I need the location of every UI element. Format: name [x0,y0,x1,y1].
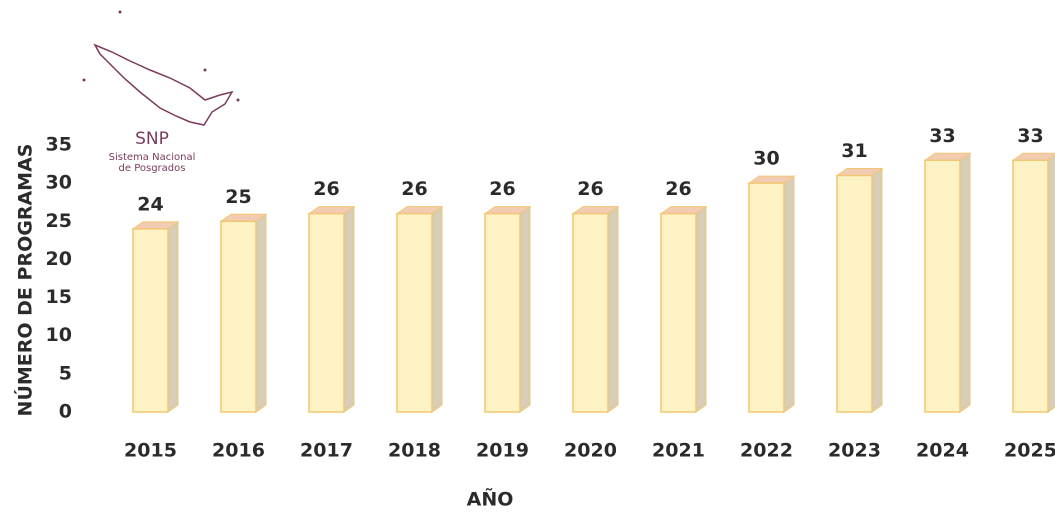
x-tick-label: 2024 [916,440,969,462]
x-tick-label: 2018 [388,440,441,462]
data-label: 33 [929,125,955,147]
logo-subtitle: Sistema Nacional [109,152,196,163]
bar-side [695,205,707,413]
bar [836,174,873,413]
bar-side [431,205,443,413]
bar-top [1011,152,1055,161]
x-axis-label: AÑO [467,487,514,511]
y-axis-label: NÚMERO DE PROGRAMAS [13,144,37,417]
bar-side [519,205,531,413]
bar [924,159,961,413]
x-tick-label: 2020 [564,440,617,462]
x-tick-label: 2019 [476,440,529,462]
bar-side [607,205,619,413]
bar [132,228,169,413]
bar [572,212,609,413]
bar [484,212,521,413]
logo-dot [203,68,207,72]
logo-dot [236,98,240,102]
x-tick-label: 2017 [300,440,353,462]
data-label: 26 [401,178,427,200]
x-tick-label: 2016 [212,440,265,462]
x-tick-label: 2022 [740,440,793,462]
logo-subtitle: de Posgrados [119,163,186,174]
y-tick-label: 0 [59,401,72,423]
y-tick-label: 30 [46,172,72,194]
bar [220,220,257,413]
y-tick-label: 15 [46,286,72,308]
bar-side [167,220,179,413]
logo-dot [118,10,122,14]
data-label: 24 [137,193,163,215]
y-tick-label: 20 [46,248,72,270]
data-label: 26 [313,178,339,200]
x-tick-label: 2023 [828,440,881,462]
bar-side [959,152,971,413]
y-tick-label: 10 [46,324,72,346]
data-label: 26 [489,178,515,200]
y-tick-label: 35 [46,134,72,156]
logo: SNP Sistema Nacional de Posgrados [82,10,240,174]
x-tick-label: 2015 [124,440,177,462]
bar [748,182,785,413]
bar [396,212,433,413]
bar-side [783,175,795,413]
data-label: 33 [1017,125,1043,147]
bar [1012,159,1049,413]
logo-map [93,43,234,126]
y-tick-label: 5 [59,362,72,384]
bar-side [255,213,267,413]
bar [308,212,345,413]
data-label: 26 [577,178,603,200]
y-tick-label: 25 [46,210,72,232]
bar-side [1047,154,1055,413]
bar-side [343,205,355,413]
data-label: 26 [665,178,691,200]
data-label: 30 [753,148,779,170]
data-label: 31 [841,140,867,162]
data-label: 25 [225,186,251,208]
x-tick-label: 2025 [1004,440,1055,462]
bar-side [871,167,883,413]
x-tick-label: 2021 [652,440,705,462]
logo-dot [82,78,86,82]
bar [660,212,697,413]
logo-title: SNP [135,129,169,149]
